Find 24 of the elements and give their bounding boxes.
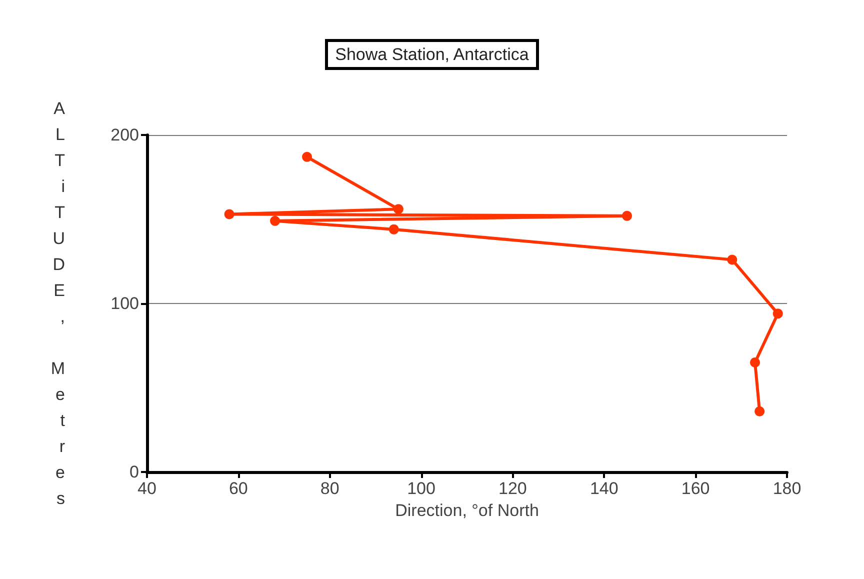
- x-tick-label: 60: [228, 479, 248, 498]
- point: [750, 357, 760, 368]
- point: [754, 406, 765, 416]
- x-tick-label: 180: [772, 479, 802, 498]
- point: [772, 308, 783, 319]
- x-tick-label: 120: [498, 479, 527, 498]
- point: [302, 152, 312, 162]
- y-tick-label: 0: [130, 462, 139, 482]
- x-tick-label: 80: [320, 479, 340, 498]
- point: [270, 216, 280, 226]
- y-tick-label: 100: [110, 294, 139, 313]
- point: [224, 209, 234, 220]
- x-tick-label: 40: [138, 479, 156, 498]
- text: ALTiTUDE, Metres: [50, 99, 65, 508]
- point: [727, 254, 738, 265]
- point: [388, 224, 399, 234]
- x-tick-label: 160: [681, 479, 710, 498]
- point: [622, 210, 632, 221]
- point: [393, 204, 404, 214]
- chart-title: Showa Station, Antarctica: [335, 45, 530, 64]
- x-axis-title: Direction, °of North: [395, 500, 539, 520]
- x-tick-label: 100: [407, 479, 436, 498]
- y-tick-label: 200: [110, 126, 139, 144]
- x-tick-label: 140: [590, 479, 618, 498]
